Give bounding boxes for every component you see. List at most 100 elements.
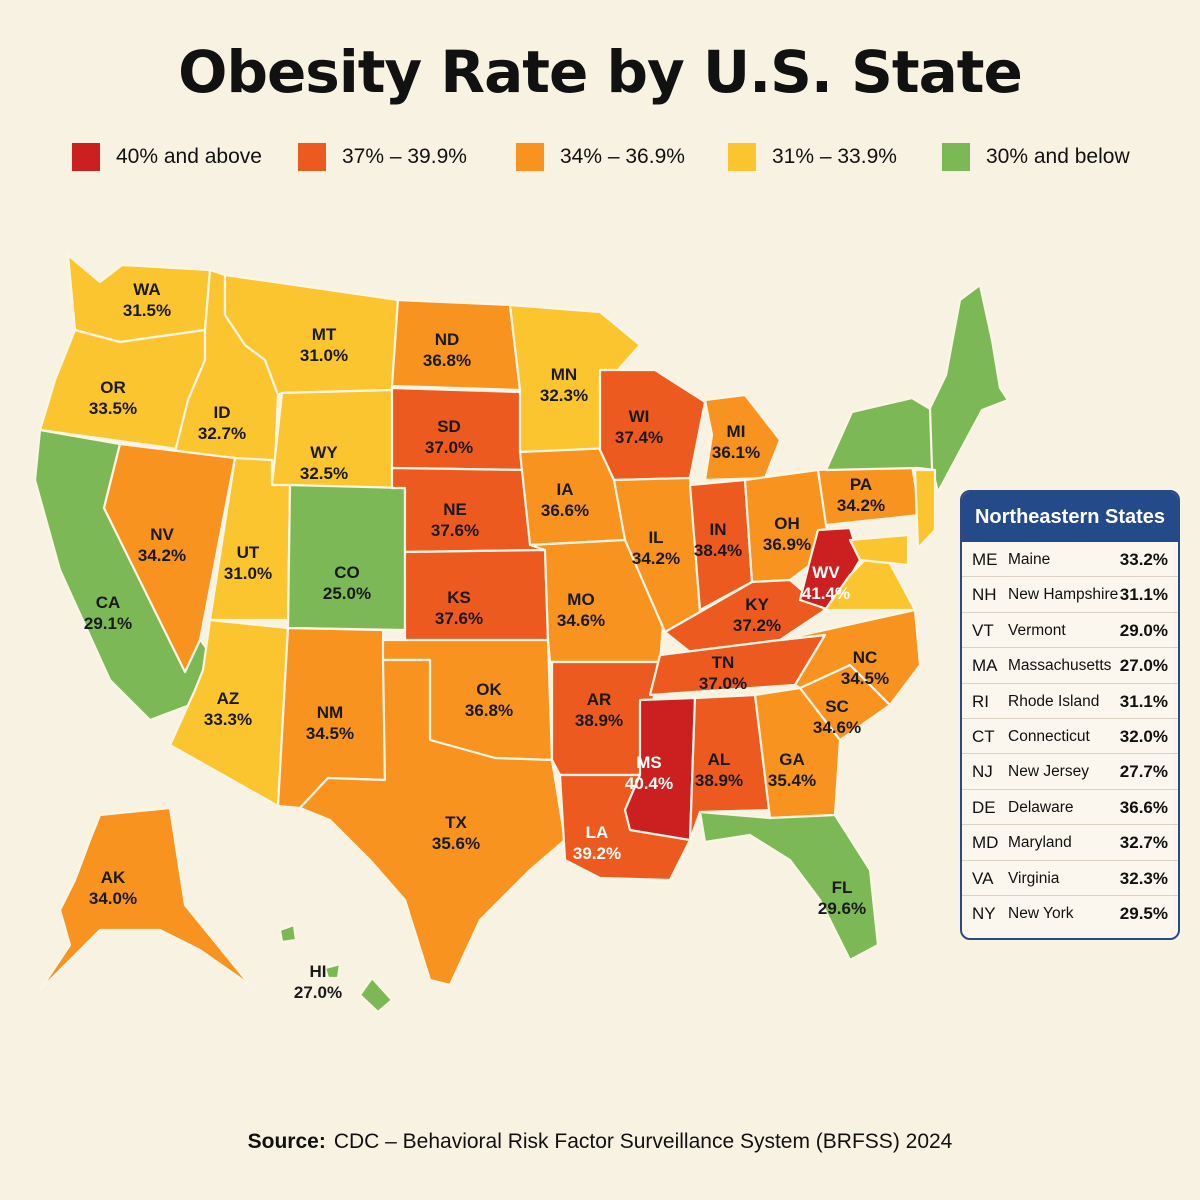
state-value-la: 39.2%: [573, 844, 621, 863]
state-value-hi: 27.0%: [294, 983, 342, 1002]
state-value-mt: 31.0%: [300, 346, 348, 365]
state-label-in: IN: [710, 520, 727, 539]
state-label-tx: TX: [445, 813, 467, 832]
state-shapes: [33, 253, 1010, 1014]
northeast-row-abbr: NJ: [972, 762, 993, 782]
northeast-row: CT Connecticut 32.0%: [962, 719, 1178, 755]
northeast-row-abbr: VA: [972, 868, 994, 888]
northeast-row-name: Vermont: [1008, 621, 1066, 639]
northeast-row-value: 32.7%: [1119, 833, 1168, 853]
state-value-ak: 34.0%: [89, 889, 137, 908]
state-value-nc: 34.5%: [841, 669, 889, 688]
northeast-row-name: Maine: [1008, 551, 1051, 568]
northeast-row-value: 36.6%: [1119, 797, 1168, 817]
state-shape-nv: [102, 442, 237, 674]
state-label-pa: PA: [850, 475, 872, 494]
state-value-ky: 37.2%: [733, 616, 781, 635]
state-shape-tx: [298, 658, 567, 987]
state-value-az: 33.3%: [204, 710, 252, 729]
state-label-co: CO: [334, 563, 360, 582]
legend-item-34-36: 34% – 36.9%: [516, 142, 685, 172]
state-value-ga: 35.4%: [768, 771, 816, 790]
state-label-nc: NC: [853, 648, 878, 667]
northeast-row-name: Rhode Island: [1008, 692, 1100, 710]
state-shape-hi: [358, 976, 394, 1014]
state-shape-nc: [778, 608, 922, 707]
legend-item-37-39: 37% – 39.9%: [298, 142, 467, 172]
northeast-row: VA Virginia 32.3%: [962, 861, 1178, 896]
source-note: Source: CDC – Behavioral Risk Factor Surv…: [0, 1130, 1200, 1154]
northeast-row-value: 29.0%: [1119, 620, 1168, 640]
state-shape-co: [286, 483, 407, 632]
state-shape-ks: [403, 548, 550, 644]
northeast-row: ME Maine 33.2%: [962, 542, 1178, 578]
state-value-nm: 34.5%: [306, 724, 354, 743]
state-label-nm: NM: [317, 703, 343, 722]
state-label-fl: FL: [832, 878, 853, 897]
state-label-oh: OH: [774, 514, 800, 533]
state-label-sc: SC: [825, 697, 849, 716]
state-value-nv: 34.2%: [138, 546, 186, 565]
northeast-table-title: Northeastern States: [962, 492, 1178, 542]
state-shape-hi: [278, 923, 298, 944]
northeast-row-name: Delaware: [1008, 798, 1074, 816]
northeast-row-name: Maryland: [1008, 834, 1072, 852]
northeast-row-value: 32.3%: [1119, 868, 1168, 888]
state-label-ia: IA: [557, 480, 574, 499]
state-value-pa: 34.2%: [837, 496, 885, 515]
northeast-row-name: Massachusetts: [1008, 657, 1112, 675]
northeast-row: MD Maryland 32.7%: [962, 825, 1178, 861]
northeast-row-value: 31.1%: [1119, 691, 1168, 711]
state-shape-nj: [913, 468, 937, 550]
state-label-or: OR: [100, 378, 126, 397]
northeast-row-name: Connecticut: [1008, 727, 1090, 745]
state-label-wv: WV: [812, 563, 840, 582]
state-label-il: IL: [648, 528, 663, 547]
state-value-id: 32.7%: [198, 424, 246, 443]
state-value-ar: 38.9%: [575, 711, 623, 730]
state-value-sc: 34.6%: [813, 718, 861, 737]
state-label-mi: MI: [727, 422, 746, 441]
state-value-ks: 37.6%: [435, 609, 483, 628]
state-value-wv: 41.4%: [802, 584, 850, 603]
northeast-row: MA Massachusetts 27.0%: [962, 648, 1178, 684]
state-value-ut: 31.0%: [224, 564, 272, 583]
state-value-mi: 36.1%: [712, 443, 760, 462]
new-england-shape: [928, 283, 1010, 494]
state-value-wa: 31.5%: [123, 301, 171, 320]
northeast-row: NH New Hampshire 31.1%: [962, 577, 1178, 613]
legend-swatch: [516, 143, 544, 171]
northeast-row-name: New Hampshire: [1008, 586, 1119, 604]
state-value-fl: 29.6%: [818, 899, 866, 918]
state-label-mo: MO: [567, 590, 594, 609]
legend: 40% and above 37% – 39.9% 34% – 36.9% 31…: [72, 142, 1152, 172]
state-value-tn: 37.0%: [699, 674, 747, 693]
northeast-row-abbr: MA: [972, 656, 998, 676]
state-value-in: 38.4%: [694, 541, 742, 560]
northeast-row-name: New Jersey: [1008, 763, 1089, 781]
legend-item-40-above: 40% and above: [72, 142, 262, 172]
state-value-ca: 29.1%: [84, 614, 132, 633]
state-shape-wi: [598, 368, 707, 482]
state-label-ar: AR: [587, 690, 612, 709]
northeast-row-abbr: CT: [972, 726, 995, 746]
northeast-row-value: 27.7%: [1119, 762, 1168, 782]
northeast-row-abbr: RI: [972, 691, 989, 711]
state-value-co: 25.0%: [323, 584, 371, 603]
state-label-ga: GA: [779, 750, 805, 769]
northeast-row-value: 31.1%: [1119, 585, 1168, 605]
state-value-wi: 37.4%: [615, 428, 663, 447]
state-label-ms: MS: [636, 753, 662, 772]
legend-label: 31% – 33.9%: [772, 145, 897, 168]
state-label-mt: MT: [312, 325, 337, 344]
state-label-hi: HI: [310, 962, 327, 981]
northeast-row: RI Rhode Island 31.1%: [962, 684, 1178, 719]
legend-label: 37% – 39.9%: [342, 145, 467, 168]
state-label-ok: OK: [476, 680, 502, 699]
state-label-la: LA: [586, 823, 609, 842]
legend-label: 30% and below: [986, 145, 1130, 168]
state-labels: WA 31.5% OR 33.5% CA 29.1% ID 32.7% NV 34.2% MT 31.…: [84, 280, 889, 1002]
state-value-ok: 36.8%: [465, 701, 513, 720]
state-label-ut: UT: [237, 543, 260, 562]
